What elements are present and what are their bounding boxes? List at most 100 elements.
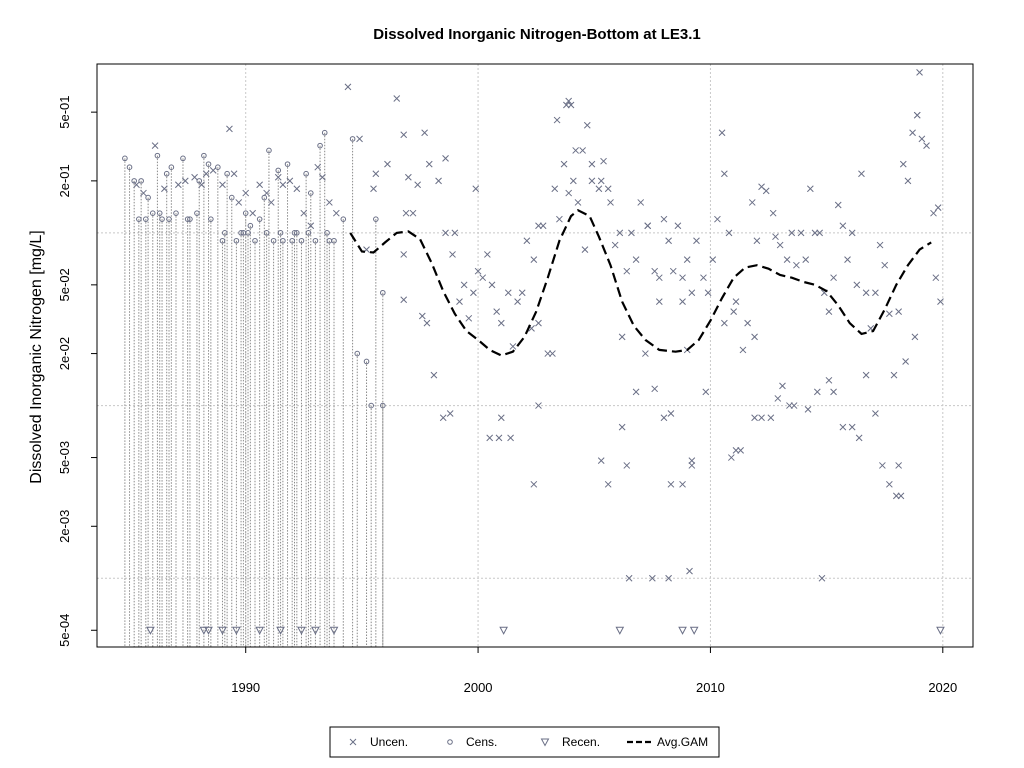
uncensored-point — [611, 241, 619, 249]
uncensored-point — [679, 298, 686, 305]
uncensored-point — [881, 261, 889, 269]
uncensored-point — [879, 462, 886, 469]
censored-point — [205, 161, 212, 167]
censored-point — [303, 170, 309, 177]
uncensored-point — [595, 185, 603, 193]
uncensored-point — [834, 201, 842, 209]
recensored-point — [255, 626, 264, 635]
uncensored-point — [604, 185, 612, 193]
y-tick-label: 2e-03 — [57, 510, 72, 543]
uncensored-point — [744, 319, 751, 327]
censored-point — [363, 358, 370, 365]
uncensored-point — [435, 177, 442, 185]
uncensored-point — [209, 167, 217, 174]
censored-point — [122, 155, 128, 162]
censored-point — [305, 230, 312, 236]
uncensored-point — [442, 155, 449, 162]
uncensored-point — [556, 215, 563, 223]
censored-point — [131, 178, 137, 184]
uncensored-point — [714, 215, 721, 223]
uncensored-point — [597, 177, 605, 185]
uncensored-point — [932, 274, 940, 282]
uncensored-point — [709, 256, 717, 263]
uncensored-point — [783, 256, 791, 263]
censored-point — [145, 194, 151, 201]
uncensored-point — [779, 382, 786, 390]
censored-point — [340, 216, 347, 222]
uncensored-point — [553, 116, 561, 124]
censored-point — [187, 216, 193, 222]
uncensored-point — [683, 256, 691, 263]
censored-point — [180, 155, 186, 162]
legend-swatch — [540, 738, 550, 747]
uncensored-point — [918, 135, 926, 143]
uncensored-point — [818, 574, 826, 582]
x-tick-label: 2020 — [928, 680, 957, 695]
uncensored-point — [660, 414, 668, 422]
recensored-point — [311, 626, 320, 635]
uncensored-point — [839, 222, 847, 230]
uncensored-point — [700, 274, 707, 282]
legend-item: Recen. — [540, 735, 600, 749]
uncensored-point — [732, 447, 740, 454]
uncensored-point — [688, 289, 696, 297]
uncensored-point — [161, 185, 168, 193]
uncensored-point — [669, 267, 677, 275]
uncensored-point — [839, 423, 847, 431]
uncensored-point — [504, 289, 512, 297]
uncensored-point — [904, 177, 912, 185]
uncensored-point — [853, 281, 861, 289]
uncensored-point — [830, 388, 837, 396]
uncensored-point — [402, 209, 410, 217]
censored-point — [266, 147, 272, 154]
uncensored-point — [674, 222, 682, 230]
uncensored-point — [286, 177, 294, 185]
uncensored-point — [686, 567, 693, 575]
censored-point — [221, 230, 228, 236]
uncensored-point — [151, 142, 159, 149]
uncensored-point — [514, 298, 521, 305]
censored-point — [298, 237, 305, 244]
uncensored-point — [618, 333, 626, 341]
uncensored-point — [465, 314, 473, 322]
legend-label: Avg.GAM — [657, 735, 708, 749]
censored-point — [159, 216, 165, 222]
uncensored-point — [300, 209, 308, 217]
recensored-point — [204, 626, 213, 635]
uncensored-point — [581, 246, 589, 253]
uncensored-point — [474, 267, 482, 275]
censored-point — [173, 210, 179, 216]
censored-point — [238, 230, 244, 236]
uncensored-point — [725, 229, 733, 237]
censored-point — [215, 164, 221, 170]
censored-point — [321, 129, 328, 136]
recensored-point — [276, 626, 285, 635]
x-axis: 1990 2000 2010 2020 — [231, 646, 957, 695]
uncensored-point — [267, 199, 275, 206]
uncensored-point — [655, 274, 663, 282]
censored-point — [324, 230, 330, 236]
uncensored-point — [721, 170, 728, 178]
uncensored-point — [579, 147, 586, 154]
censored-point — [156, 210, 163, 216]
uncensored-point — [616, 229, 624, 237]
recensored-point — [146, 626, 155, 635]
uncensored-point — [758, 414, 765, 422]
uncensored-point — [930, 209, 937, 217]
censored-point — [368, 402, 374, 409]
censored-point — [349, 136, 356, 142]
y-axis-label: Dissolved Inorganic Nitrogen [mg/L] — [28, 230, 45, 483]
uncensored-point — [890, 371, 898, 379]
uncensored-point — [721, 319, 728, 327]
uncensored-point — [848, 229, 856, 237]
uncensored-point — [370, 185, 377, 193]
censored-point — [277, 230, 284, 236]
uncensored-point — [637, 199, 645, 206]
x-tick-label: 2000 — [464, 680, 493, 695]
uncensored-point — [530, 256, 538, 263]
uncensored-point — [679, 480, 686, 488]
uncensored-point — [493, 308, 501, 315]
uncensored-point — [895, 462, 902, 469]
uncensored-point — [597, 457, 605, 464]
uncensored-point — [751, 333, 758, 341]
